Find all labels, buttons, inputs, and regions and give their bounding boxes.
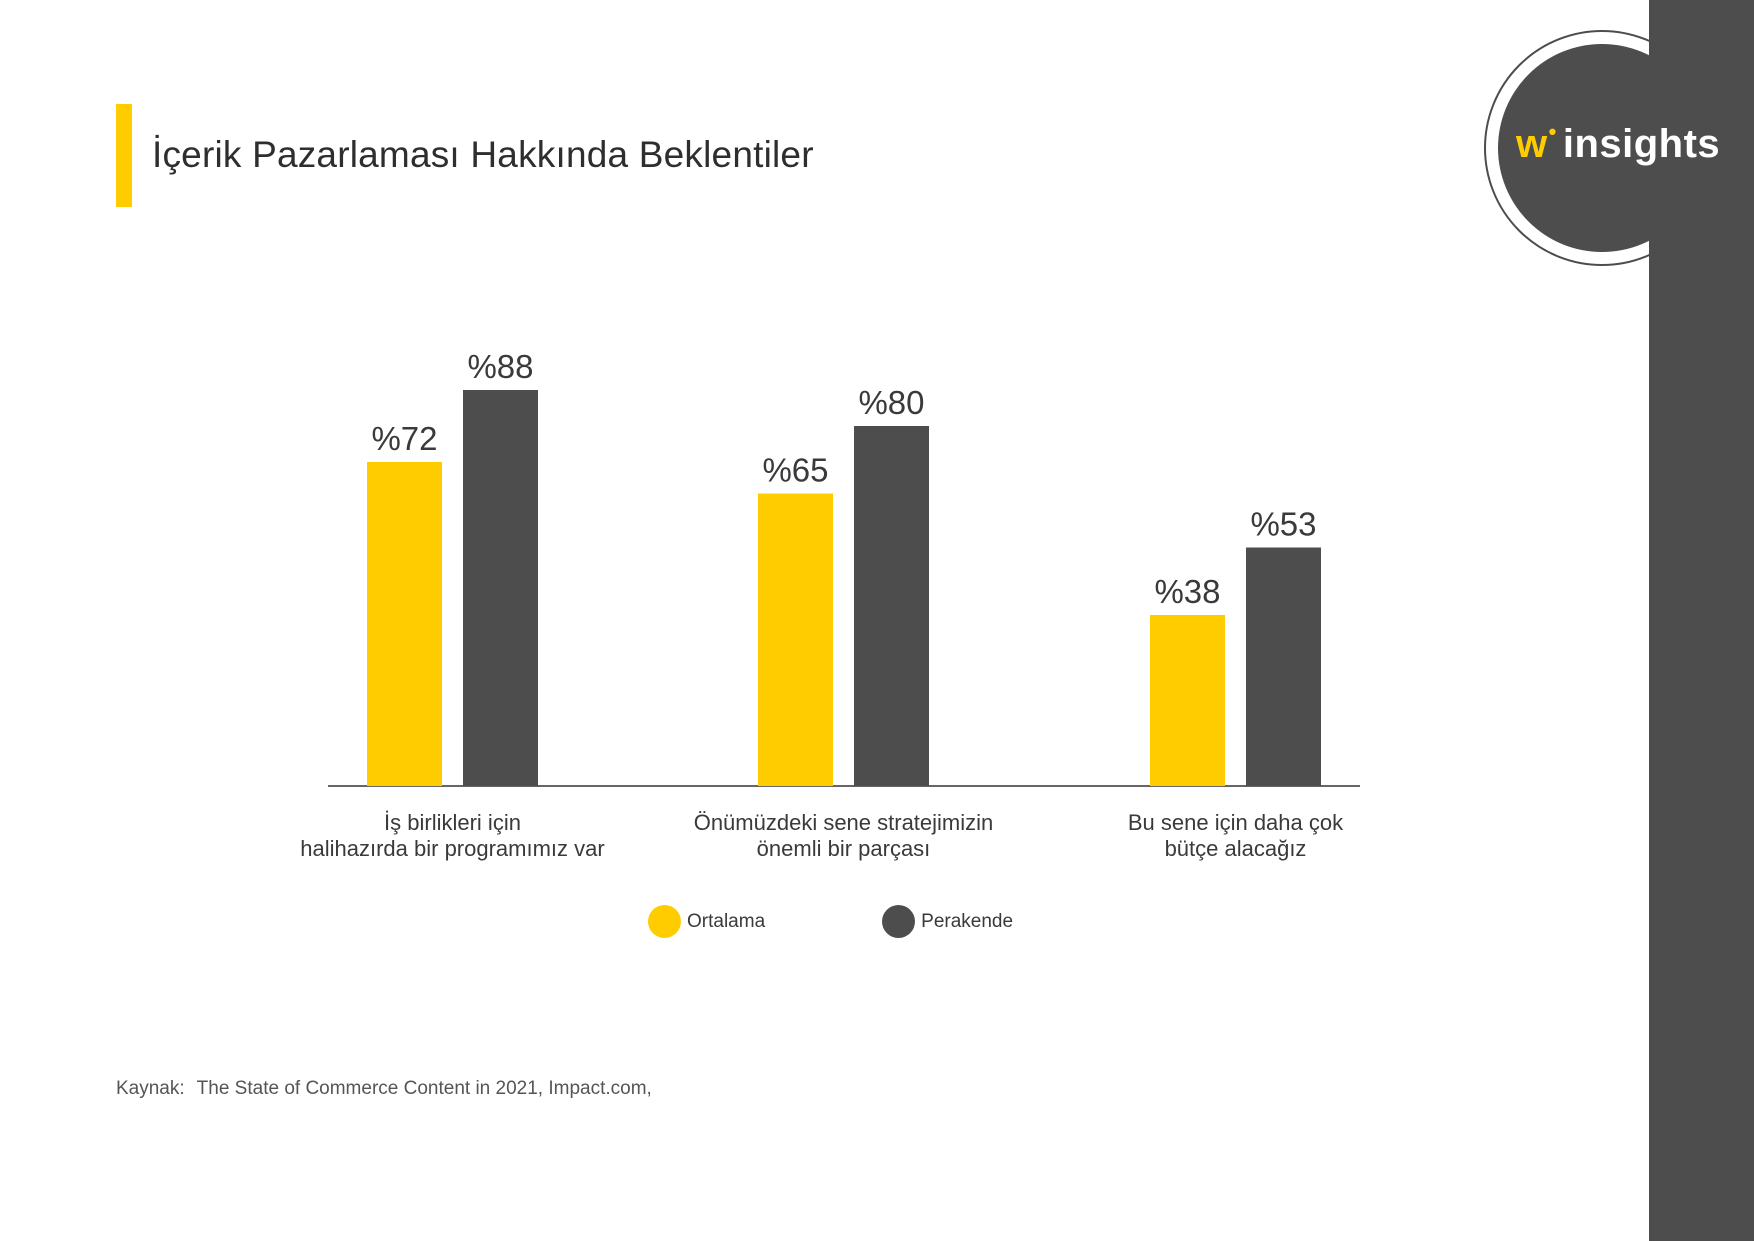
logo-dot: • <box>1548 119 1557 144</box>
page-title: İçerik Pazarlaması Hakkında Beklentiler <box>152 134 814 175</box>
brand-logo: w• insights <box>1516 119 1721 167</box>
category-label-2-line-1: Önümüzdeki sene stratejimizin <box>694 810 994 835</box>
category-label-3-line-1: Bu sene için daha çok <box>1128 810 1344 835</box>
logo-badge <box>1498 44 1706 252</box>
data-label-perakende-3: %53 <box>1250 506 1316 543</box>
legend-swatch-ortalama <box>648 905 681 938</box>
bar-perakende-3 <box>1246 547 1321 786</box>
bar-perakende-2 <box>854 426 929 786</box>
logo-w: w <box>1516 122 1548 166</box>
data-label-ortalama-2: %65 <box>762 452 828 489</box>
bar-ortalama-2 <box>758 493 833 786</box>
data-label-ortalama-3: %38 <box>1154 573 1220 610</box>
source-label: Kaynak: <box>116 1078 185 1099</box>
bar-ortalama-1 <box>367 462 442 786</box>
logo-ring <box>1484 30 1720 266</box>
legend-item-perakende: Perakende <box>882 905 1013 938</box>
legend-label-perakende: Perakende <box>921 910 1014 932</box>
category-label-1-line-1: İş birlikleri için <box>384 810 521 835</box>
legend-item-ortalama: Ortalama <box>648 905 765 938</box>
category-label-1-line-2: halihazırda bir programımız var <box>300 836 604 861</box>
data-label-ortalama-1: %72 <box>371 420 437 457</box>
source-note: Kaynak: The State of Commerce Content in … <box>116 1078 652 1100</box>
logo-insights: insights <box>1562 122 1721 166</box>
bar-ortalama-3 <box>1150 615 1225 786</box>
bar-perakende-1 <box>463 390 538 786</box>
legend-swatch-perakende <box>882 905 916 938</box>
source-text: The State of Commerce Content in 2021, I… <box>196 1078 652 1099</box>
legend-label-ortalama: Ortalama <box>687 910 766 932</box>
title-accent-bar <box>116 104 132 207</box>
data-label-perakende-1: %88 <box>467 348 533 385</box>
chart-legend: Ortalama Perakende <box>648 905 1130 938</box>
data-label-perakende-2: %80 <box>858 384 924 421</box>
category-label-3-line-2: bütçe alacağız <box>1165 836 1307 861</box>
category-label-2-line-2: önemli bir parçası <box>757 836 931 861</box>
